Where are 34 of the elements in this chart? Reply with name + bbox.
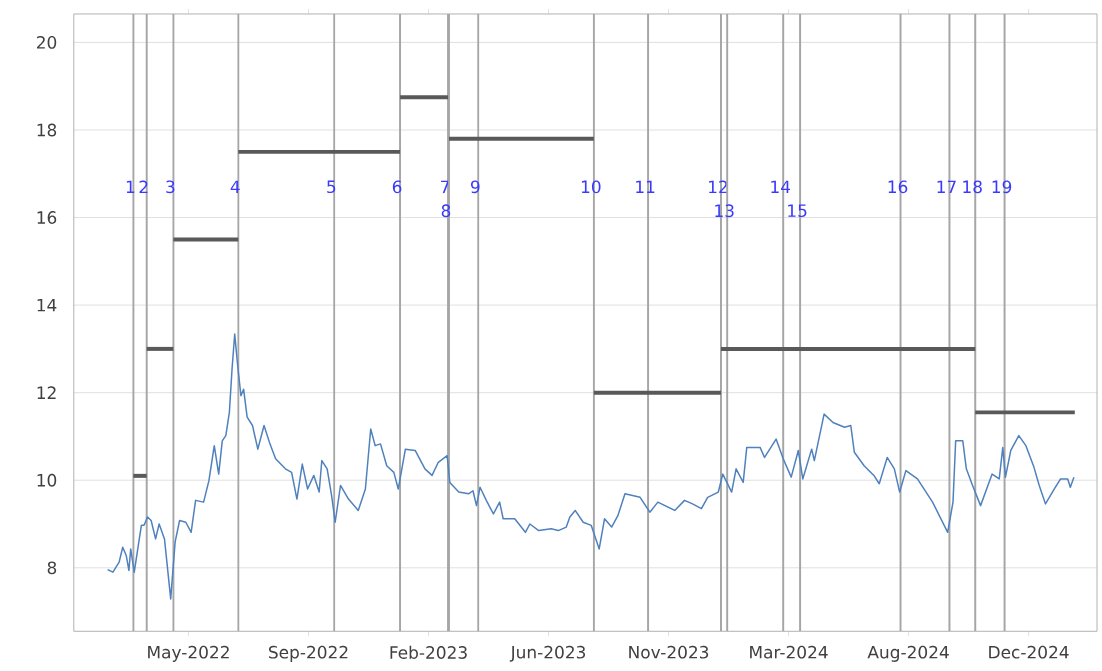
ref-line-label: 5 [327, 180, 336, 194]
y-tick-label: 18 [37, 123, 57, 137]
ref-line-label: 2 [139, 180, 148, 194]
y-tick-label: 10 [37, 473, 57, 487]
ref-line-label: 15 [788, 204, 807, 217]
x-tick-label: Feb-2023 [390, 645, 467, 659]
x-tick-label: Nov-2023 [629, 645, 709, 659]
y-tick-label: 16 [37, 211, 57, 224]
x-tick-label: Sep-2022 [268, 645, 348, 662]
x-tick-label: Dec-2024 [989, 645, 1069, 659]
ref-line-label: 4 [230, 180, 240, 193]
ref-line-label: 8 [441, 204, 451, 218]
x-tick-label: Jun-2023 [509, 645, 586, 662]
ref-line-label: 16 [888, 180, 908, 194]
ref-line-label: 18 [963, 180, 982, 194]
x-tick-label: Aug-2024 [867, 645, 949, 662]
y-tick-label: 20 [36, 35, 57, 49]
y-tick-label: 12 [37, 386, 56, 399]
ref-line-label: 19 [992, 180, 1012, 194]
ref-line-label: 13 [715, 204, 734, 218]
ref-line-label: 1 [126, 180, 135, 193]
ref-line-label: 11 [636, 180, 655, 193]
y-tick-label: 14 [37, 298, 57, 312]
ref-line-label: 14 [771, 180, 791, 193]
ref-line-label: 17 [937, 180, 956, 193]
x-tick-label: Mar-2024 [750, 645, 828, 659]
ref-line-label: 10 [581, 180, 601, 194]
ref-line-label: 6 [392, 180, 402, 194]
line-series [106, 333, 1075, 600]
ref-line-label: 9 [470, 180, 480, 194]
x-tick-label: May-2022 [148, 645, 229, 662]
ref-line-label: 3 [166, 180, 175, 194]
y-tick-label: 8 [47, 561, 57, 575]
ref-line-label: 12 [709, 180, 728, 194]
